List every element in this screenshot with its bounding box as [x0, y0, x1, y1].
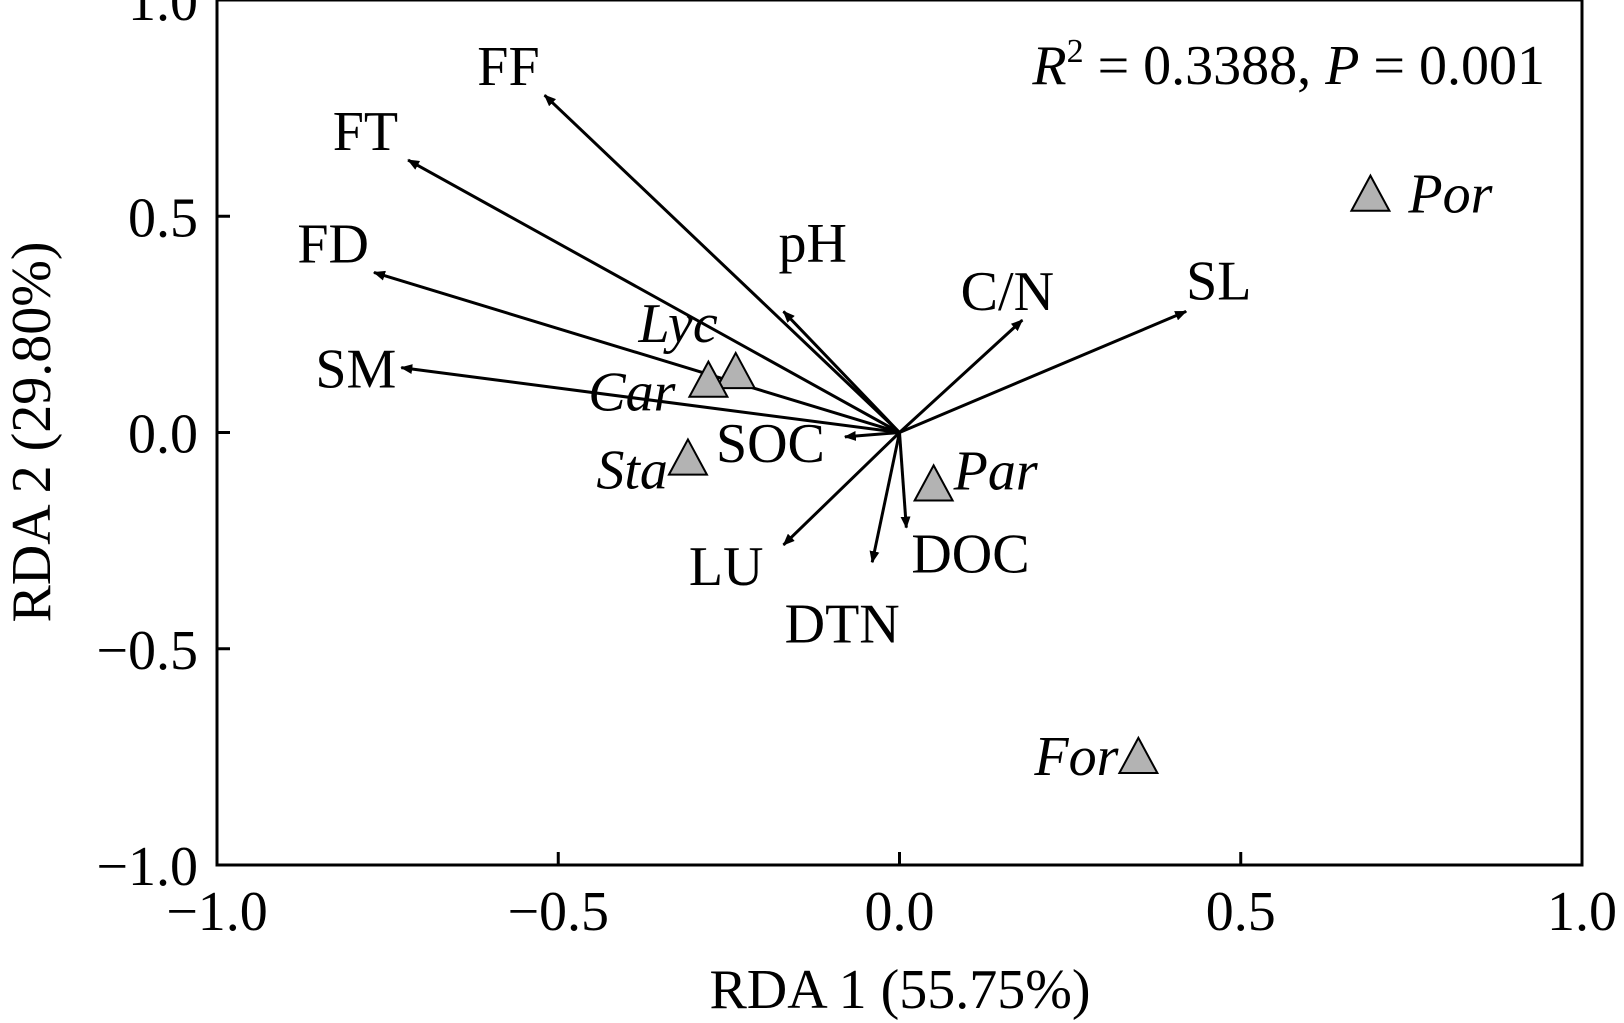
vector-doc [898, 432, 911, 529]
x-tick-label: 1.0 [1547, 881, 1617, 943]
vector-c-n [898, 318, 1024, 434]
r2-superscript: 2 [1067, 33, 1084, 70]
species-marker-car [687, 359, 730, 398]
r2-value: = 0.3388, [1084, 35, 1326, 97]
vector-label: LU [689, 536, 764, 598]
y-axis-ticks: −1.0 −0.5 0.0 0.5 1.0 [96, 0, 230, 898]
vector-label: pH [778, 212, 846, 274]
vector-label: DTN [785, 593, 900, 655]
vector-fd [373, 270, 900, 434]
stats-annotation: R2 = 0.3388, P = 0.001 [1031, 33, 1545, 97]
vector-label: DOC [911, 524, 1029, 586]
y-tick-label: −1.0 [96, 836, 198, 898]
vector-sl [898, 310, 1188, 434]
species-label: Lyc [638, 293, 718, 355]
p-symbol: P [1324, 35, 1359, 97]
species-label: Par [953, 440, 1038, 502]
species-marker-par [912, 463, 955, 502]
species-labels: Por Lyc Car Sta Par For [588, 164, 1492, 788]
x-tick-label: 0.0 [865, 881, 935, 943]
species-label: Sta [596, 439, 668, 501]
y-tick-label: 1.0 [128, 0, 198, 33]
species-marker-for [1117, 735, 1160, 775]
x-axis-title: RDA 1 (55.75%) [709, 959, 1090, 1021]
vector-lu [782, 431, 901, 547]
vector-label: SOC [716, 413, 825, 475]
y-tick-label: 0.5 [128, 187, 198, 249]
vector-label: FD [297, 213, 369, 275]
p-value: = 0.001 [1359, 35, 1545, 97]
r2-symbol: R [1031, 35, 1066, 97]
x-axis-ticks: −1.0 −0.5 0.0 0.5 1.0 [166, 852, 1617, 943]
environmental-vectors [373, 94, 1188, 564]
x-tick-label: −1.0 [166, 881, 268, 943]
vector-ff [543, 94, 901, 434]
species-label: Car [588, 362, 675, 424]
species-marker-lyc [715, 350, 757, 390]
y-tick-label: 0.0 [128, 404, 198, 466]
vector-ft [407, 158, 901, 434]
vector-label: SM [315, 339, 396, 401]
vector-label: FT [333, 101, 398, 163]
vector-ph [782, 310, 901, 434]
species-markers [667, 173, 1392, 775]
vector-sm [400, 364, 900, 434]
species-label: Por [1407, 164, 1492, 226]
vector-label: C/N [961, 261, 1054, 323]
x-tick-label: −0.5 [507, 881, 609, 943]
vector-label: SL [1186, 250, 1251, 312]
y-axis-title: RDA 2 (29.80%) [1, 241, 63, 622]
vector-dtn [869, 432, 901, 564]
species-marker-sta [667, 437, 709, 476]
x-tick-label: 0.5 [1206, 881, 1276, 943]
y-tick-label: −0.5 [96, 620, 198, 682]
species-label: For [1033, 726, 1118, 788]
vector-label: FF [477, 36, 539, 98]
vector-soc [843, 430, 900, 441]
species-marker-por [1349, 173, 1392, 212]
